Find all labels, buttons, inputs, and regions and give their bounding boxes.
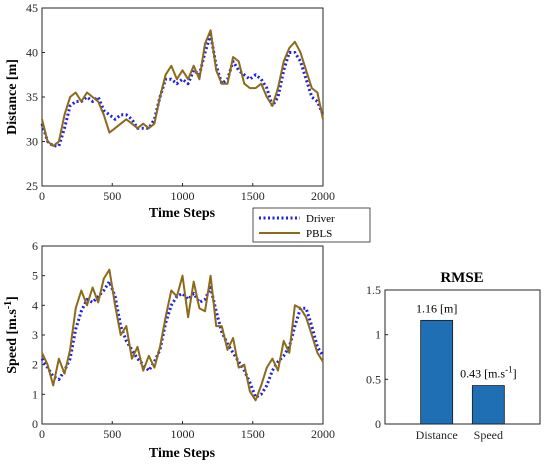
bar-data-label-tail: ] (513, 367, 517, 381)
y-tick-label: 45 (26, 1, 38, 15)
category-label: Speed (474, 428, 503, 442)
y-tick-label: 1 (375, 328, 381, 342)
x-tick-label: 1000 (171, 427, 195, 441)
bar-data-label: 1.16 [m] (416, 301, 457, 315)
y-tick-label: 35 (26, 90, 38, 104)
y-tick-label: 6 (32, 239, 38, 253)
speed-chart: Time Steps Speed [m.s-1] 0 500 1000 1500 200… (3, 239, 335, 461)
x-tick-label: 1500 (241, 189, 265, 203)
rmse-chart: RMSE 0 0.5 1 1.5 Distance 1.16 [m] Speed 0.43 [… (366, 270, 541, 442)
y-tick-label: 40 (26, 46, 38, 60)
legend-pbls-label: PBLS (306, 228, 332, 240)
y-tick-label: 25 (26, 179, 38, 193)
x-tick-label: 1000 (171, 189, 195, 203)
x-tick-label: 0 (39, 189, 45, 203)
speed-plot-area (41, 245, 324, 425)
speed-ylabel-tail: ] (5, 296, 20, 301)
y-tick-label: 5 (32, 269, 38, 283)
y-tick-label: 3 (32, 328, 38, 342)
bar-data-label-sup: -1 (505, 365, 513, 375)
bar-data-label-main: 1.16 [m] (416, 301, 457, 315)
x-tick-label: 500 (103, 427, 121, 441)
speed-xlabel: Time Steps (149, 446, 216, 461)
rmse-bar-distance (420, 319, 454, 425)
y-tick-label: 1.5 (366, 283, 381, 297)
rmse-plot-area (384, 289, 541, 425)
legend-box (252, 207, 371, 243)
y-tick-label: 0 (375, 417, 381, 431)
legend: Driver PBLS (252, 207, 371, 243)
rmse-title: RMSE (440, 270, 483, 286)
rmse-bar-speed (471, 385, 505, 425)
distance-chart: Time Steps Distance [m] 0 500 1000 1500 2000… (5, 1, 335, 221)
y-tick-label: 0.5 (366, 372, 381, 386)
x-tick-label: 0 (39, 427, 45, 441)
bar-data-label: 0.43 [m.s-1] (460, 365, 517, 381)
y-tick-label: 2 (32, 358, 38, 372)
speed-series-pbls (41, 268, 324, 402)
distance-series-driver (40, 33, 325, 148)
x-tick-label: 500 (103, 189, 121, 203)
distance-series-pbls (41, 29, 324, 147)
distance-ylabel: Distance [m] (5, 59, 20, 135)
y-tick-label: 1 (32, 387, 38, 401)
speed-ylabel-main: Speed [m.s (5, 309, 20, 374)
y-tick-label: 30 (26, 135, 38, 149)
legend-driver-label: Driver (306, 213, 335, 225)
speed-ylabel: Speed [m.s-1] (3, 296, 20, 374)
x-tick-label: 2000 (311, 427, 335, 441)
x-tick-label: 2000 (311, 189, 335, 203)
bar-data-label-main: 0.43 [m.s (460, 367, 505, 381)
y-tick-label: 0 (32, 417, 38, 431)
x-tick-label: 1500 (241, 427, 265, 441)
speed-ylabel-sup: -1 (3, 301, 14, 309)
y-tick-label: 4 (32, 298, 38, 312)
distance-xlabel: Time Steps (149, 206, 216, 221)
category-label: Distance (416, 428, 458, 442)
